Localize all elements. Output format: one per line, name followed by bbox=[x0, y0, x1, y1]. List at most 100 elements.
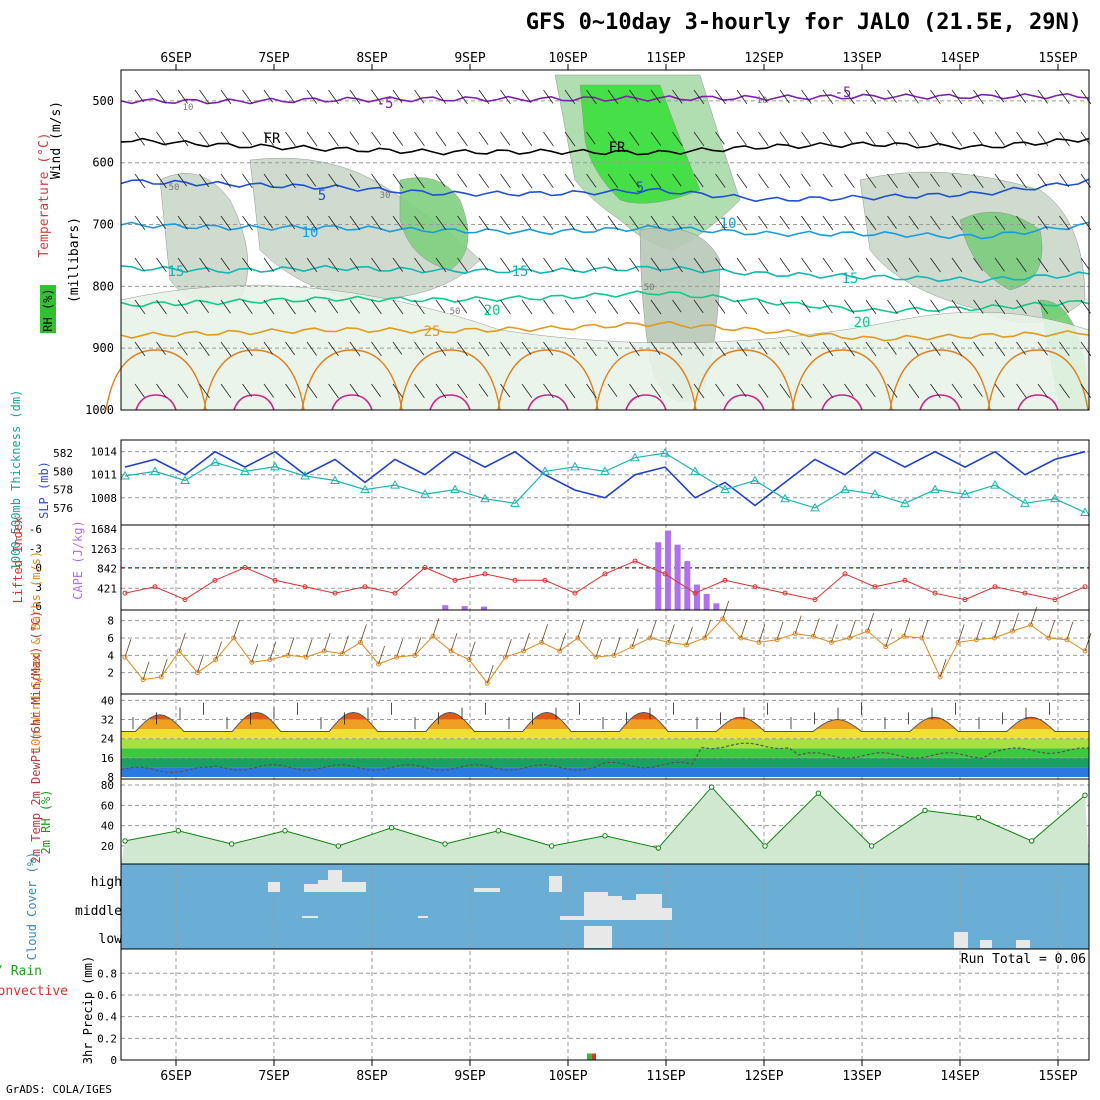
upper-barb bbox=[435, 257, 447, 273]
rh-shade-7 bbox=[959, 211, 1043, 291]
li-marker bbox=[332, 590, 338, 596]
wind-marker bbox=[412, 652, 418, 658]
wind-marker bbox=[140, 677, 146, 683]
wind-barb bbox=[613, 637, 621, 656]
upper-barb bbox=[414, 89, 425, 104]
hot-loop bbox=[625, 394, 667, 411]
li-marker bbox=[842, 571, 848, 577]
wind-barb bbox=[903, 618, 911, 637]
wind-barb bbox=[523, 632, 530, 652]
wind-barb bbox=[812, 618, 820, 637]
thickness-axis-label: 1000-500mb Thickness (dm) bbox=[9, 390, 23, 571]
rh-tick-label: 60 bbox=[101, 799, 114, 812]
upper-barb bbox=[693, 131, 705, 147]
cloud-block bbox=[474, 888, 500, 892]
precip-tick-label: 0.6 bbox=[97, 989, 117, 1002]
upper-barb bbox=[435, 131, 447, 147]
cloud-axis-label: Cloud Cover (%) bbox=[25, 852, 39, 960]
upper-barb bbox=[371, 299, 382, 315]
upper-barb bbox=[521, 89, 532, 104]
wind-barb bbox=[975, 621, 983, 640]
thickness-marker bbox=[120, 470, 130, 480]
upper-barb bbox=[844, 89, 855, 105]
upper-barb bbox=[242, 173, 253, 189]
wind-marker bbox=[484, 680, 490, 686]
cloud-block bbox=[584, 926, 612, 948]
upper-barb bbox=[1037, 215, 1048, 230]
cloud-block bbox=[584, 892, 608, 918]
wind-marker bbox=[593, 654, 599, 660]
upper-barb bbox=[543, 383, 554, 399]
wind-barb bbox=[1012, 612, 1019, 632]
thickness-marker bbox=[960, 489, 970, 498]
thickness-marker bbox=[510, 498, 520, 507]
upper-barb bbox=[1059, 299, 1069, 314]
li-marker bbox=[752, 584, 758, 590]
upper-barb bbox=[478, 215, 490, 231]
upper-barb bbox=[973, 131, 983, 146]
temp-band-2 bbox=[121, 748, 1089, 758]
upper-barb bbox=[801, 341, 812, 356]
li-marker bbox=[1052, 597, 1058, 603]
upper-barb bbox=[134, 341, 146, 357]
upper-barb bbox=[1059, 341, 1070, 356]
date-label-top: 13SEP bbox=[842, 51, 881, 66]
li-marker bbox=[122, 590, 128, 596]
contour-label: 30 bbox=[380, 191, 391, 201]
upper-barb bbox=[715, 383, 725, 397]
hot-loop bbox=[821, 394, 863, 411]
upper-barb bbox=[543, 341, 554, 356]
isotherm-5 bbox=[120, 178, 1090, 203]
wind-barb bbox=[468, 641, 476, 660]
upper-barb bbox=[650, 299, 662, 315]
upper-barb bbox=[1016, 383, 1027, 398]
upper-barb bbox=[371, 257, 382, 272]
upper-barb bbox=[865, 215, 877, 231]
cape-tick-label: 842 bbox=[97, 563, 117, 576]
wind-marker bbox=[756, 639, 762, 645]
upper-barb bbox=[156, 215, 166, 230]
upper-barb bbox=[607, 257, 618, 272]
wind-marker bbox=[955, 639, 961, 645]
cloud-block bbox=[622, 900, 636, 918]
temp-outline bbox=[120, 711, 1090, 780]
date-label-bottom: 7SEP bbox=[258, 1069, 289, 1084]
upper-barb bbox=[306, 299, 317, 313]
upper-barb bbox=[672, 383, 683, 399]
cape-tick-label: 1263 bbox=[91, 543, 118, 556]
date-label-top: 8SEP bbox=[356, 51, 387, 66]
temp-tick-label: 32 bbox=[101, 714, 114, 727]
upper-barb bbox=[973, 257, 983, 271]
upper-barb bbox=[242, 341, 253, 357]
date-label-bottom: 15SEP bbox=[1038, 1069, 1077, 1084]
rh-marker bbox=[602, 833, 608, 839]
thickness-marker bbox=[780, 493, 790, 503]
temp2m-axis-label: 2m Temp 2m DewPt (6hr Min/Max) (°C) bbox=[29, 611, 43, 864]
upper-barb bbox=[242, 299, 253, 315]
upper-barb bbox=[822, 89, 834, 105]
upper-barb bbox=[306, 383, 318, 399]
li-marker bbox=[212, 577, 218, 583]
upper-barb bbox=[736, 299, 748, 315]
wind-barb bbox=[178, 632, 186, 652]
upper-barb bbox=[500, 173, 511, 189]
wind-marker bbox=[865, 628, 871, 634]
cloud-level-label: middle bbox=[75, 904, 122, 919]
p-tick-label: 1000 bbox=[85, 403, 114, 417]
li-marker bbox=[152, 584, 158, 590]
upper-barb bbox=[930, 383, 941, 399]
thickness-marker bbox=[990, 480, 1000, 489]
rh-marker bbox=[228, 841, 235, 847]
wind-barb bbox=[595, 638, 603, 658]
upper-barb bbox=[199, 299, 209, 314]
cloud-block bbox=[608, 896, 622, 918]
thickness-marker bbox=[450, 484, 460, 494]
upper-barb bbox=[887, 341, 897, 355]
upper-barb bbox=[1059, 215, 1070, 231]
upper-barb bbox=[392, 383, 403, 398]
thickness-marker bbox=[1080, 507, 1090, 516]
upper-barb bbox=[134, 383, 145, 398]
upper-barb bbox=[435, 173, 446, 187]
upper-barb bbox=[736, 383, 747, 398]
contour-label: 50 bbox=[644, 283, 655, 293]
